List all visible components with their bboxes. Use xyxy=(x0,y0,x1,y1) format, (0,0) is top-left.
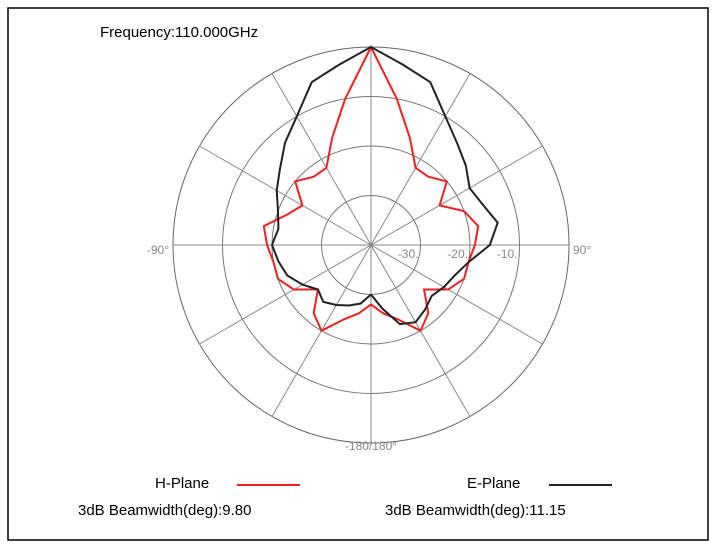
r-tick-label: -20. xyxy=(447,247,468,261)
r-tick-label: -10. xyxy=(497,247,518,261)
spoke xyxy=(370,145,543,246)
legend-label: E-Plane xyxy=(467,475,520,492)
spoke xyxy=(199,145,372,246)
pattern-line xyxy=(270,45,499,326)
legend-note: 3dB Beamwidth(deg):9.80 xyxy=(78,502,251,519)
theta-label: -90° xyxy=(147,243,169,257)
theta-label: -180/180° xyxy=(345,439,397,453)
spoke xyxy=(370,244,543,345)
r-tick-label: -30. xyxy=(398,247,419,261)
spoke xyxy=(370,73,471,246)
frame xyxy=(7,7,709,541)
chart-title: Frequency:110.000GHz xyxy=(100,24,258,41)
spoke xyxy=(271,73,372,246)
spoke xyxy=(199,244,372,345)
theta-label: 90° xyxy=(573,243,591,257)
legend-note: 3dB Beamwidth(deg):11.15 xyxy=(385,502,566,519)
legend-label: H-Plane xyxy=(155,475,209,492)
